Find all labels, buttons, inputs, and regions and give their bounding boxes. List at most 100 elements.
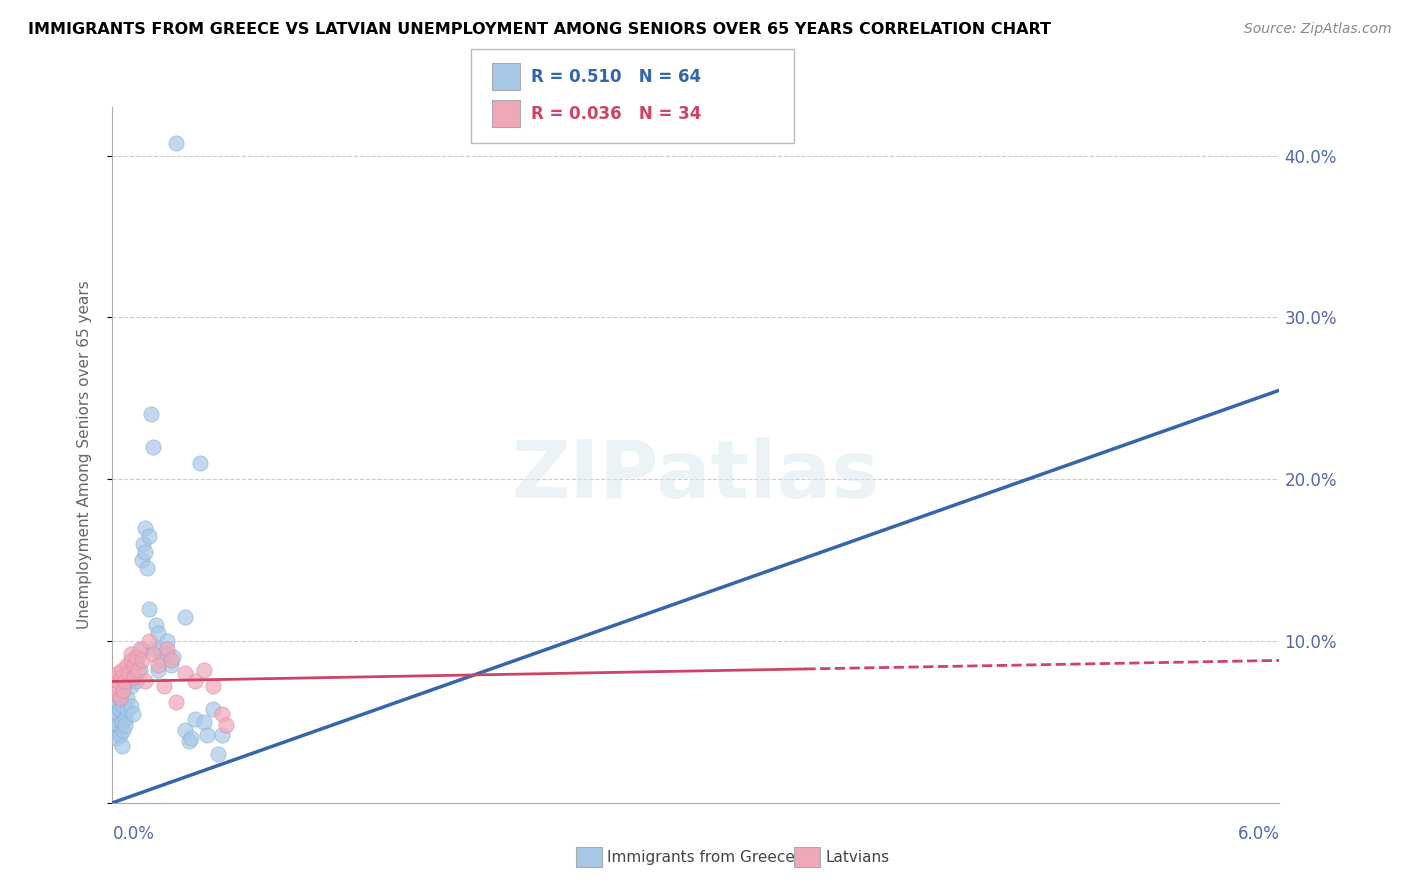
Point bbox=[180, 731, 202, 745]
Point bbox=[124, 658, 146, 673]
Point bbox=[174, 609, 197, 624]
Text: R = 0.036   N = 34: R = 0.036 N = 34 bbox=[531, 105, 702, 123]
Point bbox=[110, 714, 132, 729]
Point bbox=[107, 696, 129, 710]
Point bbox=[143, 642, 166, 657]
Point bbox=[124, 670, 146, 684]
Point bbox=[183, 712, 205, 726]
Point bbox=[131, 653, 153, 667]
Point bbox=[108, 690, 131, 705]
Point bbox=[195, 728, 218, 742]
Point bbox=[105, 731, 128, 745]
Point bbox=[107, 674, 129, 689]
Point bbox=[120, 698, 142, 713]
Point bbox=[112, 698, 135, 713]
Point bbox=[138, 601, 160, 615]
Point bbox=[108, 702, 131, 716]
Point bbox=[132, 537, 155, 551]
Point bbox=[156, 634, 179, 648]
Point bbox=[150, 653, 173, 667]
Text: ZIPatlas: ZIPatlas bbox=[512, 437, 880, 515]
Point bbox=[112, 682, 135, 697]
Point bbox=[128, 642, 150, 657]
Point bbox=[156, 647, 179, 661]
Point bbox=[165, 136, 187, 150]
Point bbox=[183, 674, 205, 689]
Point bbox=[103, 679, 125, 693]
Point bbox=[211, 706, 233, 721]
Point bbox=[146, 663, 169, 677]
Point bbox=[118, 666, 141, 681]
Point bbox=[142, 440, 165, 454]
Point bbox=[115, 690, 138, 705]
Point bbox=[105, 698, 128, 713]
Point bbox=[146, 658, 169, 673]
Point bbox=[188, 456, 211, 470]
Point bbox=[120, 666, 142, 681]
Point bbox=[125, 653, 148, 667]
Point bbox=[160, 653, 183, 667]
Point bbox=[121, 706, 143, 721]
Point bbox=[174, 666, 197, 681]
Point bbox=[124, 670, 146, 684]
Point bbox=[138, 529, 160, 543]
Point bbox=[149, 642, 172, 657]
Point bbox=[134, 521, 156, 535]
Point bbox=[211, 728, 233, 742]
Point bbox=[162, 650, 184, 665]
Point bbox=[120, 679, 142, 693]
Point bbox=[193, 663, 215, 677]
Point bbox=[152, 679, 174, 693]
Point bbox=[110, 663, 132, 677]
Point bbox=[112, 682, 135, 697]
Point bbox=[165, 696, 187, 710]
Point bbox=[138, 634, 160, 648]
Point bbox=[156, 642, 179, 657]
Text: R = 0.510   N = 64: R = 0.510 N = 64 bbox=[531, 68, 702, 86]
Point bbox=[108, 728, 131, 742]
Point bbox=[134, 674, 156, 689]
Point bbox=[139, 408, 162, 422]
Point bbox=[114, 712, 136, 726]
Point bbox=[127, 663, 149, 677]
Point bbox=[136, 561, 159, 575]
Point bbox=[107, 706, 129, 721]
Point bbox=[110, 670, 132, 684]
Point bbox=[145, 617, 167, 632]
Point bbox=[108, 690, 131, 705]
Point bbox=[115, 702, 138, 716]
Point bbox=[114, 718, 136, 732]
Point bbox=[134, 545, 156, 559]
Point bbox=[146, 626, 169, 640]
Point bbox=[120, 647, 142, 661]
Point bbox=[125, 674, 148, 689]
Point bbox=[110, 686, 132, 700]
Point bbox=[193, 714, 215, 729]
Y-axis label: Unemployment Among Seniors over 65 years: Unemployment Among Seniors over 65 years bbox=[77, 281, 91, 629]
Point bbox=[214, 718, 236, 732]
Point bbox=[128, 663, 150, 677]
Text: Source: ZipAtlas.com: Source: ZipAtlas.com bbox=[1244, 22, 1392, 37]
Point bbox=[115, 658, 138, 673]
Point bbox=[124, 658, 146, 673]
Point bbox=[125, 650, 148, 665]
Point bbox=[103, 714, 125, 729]
Point bbox=[107, 666, 129, 681]
Point bbox=[114, 674, 136, 689]
Point bbox=[131, 553, 153, 567]
Point bbox=[110, 739, 132, 754]
Text: 0.0%: 0.0% bbox=[112, 825, 155, 843]
Point bbox=[127, 650, 149, 665]
Point bbox=[201, 702, 224, 716]
Point bbox=[103, 723, 125, 737]
Point bbox=[174, 723, 197, 737]
Point bbox=[201, 679, 224, 693]
Point bbox=[107, 718, 129, 732]
Point bbox=[112, 723, 135, 737]
Text: Latvians: Latvians bbox=[825, 850, 890, 864]
Point bbox=[142, 647, 165, 661]
Point bbox=[118, 674, 141, 689]
Point bbox=[160, 658, 183, 673]
Text: 6.0%: 6.0% bbox=[1237, 825, 1279, 843]
Point bbox=[105, 670, 128, 684]
